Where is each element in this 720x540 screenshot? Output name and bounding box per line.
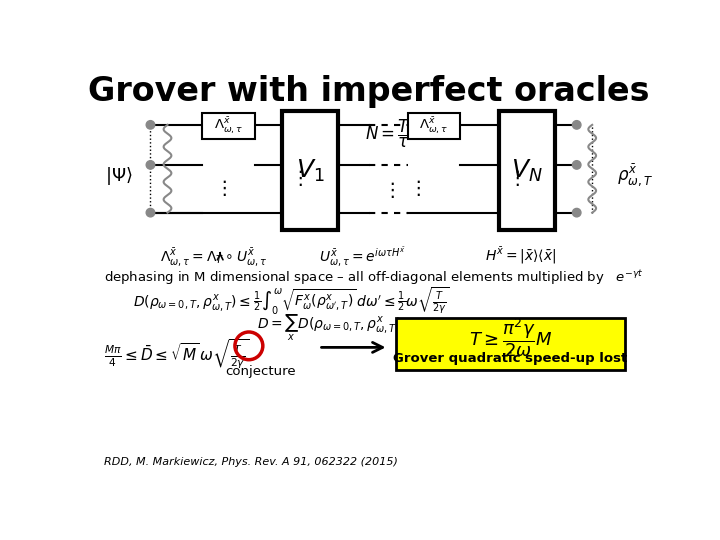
Circle shape — [146, 120, 155, 129]
Circle shape — [146, 208, 155, 217]
Text: $\frac{M\pi}{4} \leq \bar{D} \leq \sqrt{M}\,\omega\sqrt{\frac{T}{2\gamma}}$: $\frac{M\pi}{4} \leq \bar{D} \leq \sqrt{… — [104, 338, 249, 372]
Text: $\Lambda^{\bar{x}}_{\omega,\tau}$: $\Lambda^{\bar{x}}_{\omega,\tau}$ — [214, 116, 243, 136]
Text: $\vdots$: $\vdots$ — [289, 168, 302, 188]
Text: Grover quadratic speed-up lost: Grover quadratic speed-up lost — [393, 353, 628, 366]
Text: $H^{\bar{x}} = |\bar{x}\rangle\langle\bar{x}|$: $H^{\bar{x}} = |\bar{x}\rangle\langle\ba… — [485, 246, 557, 266]
Text: $|\Psi\rangle$: $|\Psi\rangle$ — [105, 165, 132, 187]
Text: $\vdots$: $\vdots$ — [408, 178, 420, 198]
Text: $N = \dfrac{T}{\tau}$: $N = \dfrac{T}{\tau}$ — [365, 118, 411, 150]
Text: $\vdots$: $\vdots$ — [214, 178, 227, 198]
Circle shape — [572, 208, 581, 217]
Text: $V_1$: $V_1$ — [296, 158, 325, 184]
Text: $\Lambda^{\bar{x}}_{\omega,\tau} = \Lambda_T \circ U^{\bar{x}}_{\omega,\tau}$: $\Lambda^{\bar{x}}_{\omega,\tau} = \Lamb… — [160, 246, 267, 268]
Circle shape — [572, 120, 581, 129]
Text: $T \geq \dfrac{\pi^2\gamma}{2\omega}M$: $T \geq \dfrac{\pi^2\gamma}{2\omega}M$ — [469, 316, 552, 360]
Text: $\vdots$: $\vdots$ — [382, 179, 395, 200]
Text: $\Lambda^{\bar{x}}_{\omega,\tau}$: $\Lambda^{\bar{x}}_{\omega,\tau}$ — [420, 116, 449, 136]
Text: dephasing in M dimensional space – all off-diagonal elements multiplied by   $e^: dephasing in M dimensional space – all o… — [104, 268, 644, 287]
Text: $\rho^{\bar{x}}_{\omega,T}$: $\rho^{\bar{x}}_{\omega,T}$ — [617, 164, 653, 190]
Text: $\vdots$: $\vdots$ — [507, 168, 520, 188]
Bar — [499, 111, 555, 231]
Text: RDD, M. Markiewicz, Phys. Rev. A 91, 062322 (2015): RDD, M. Markiewicz, Phys. Rev. A 91, 062… — [104, 457, 398, 467]
Text: conjecture: conjecture — [225, 365, 296, 378]
Bar — [202, 112, 255, 139]
Text: $D = \sum_x D(\rho_{\omega=0,T},\rho^x_{\omega,T})$: $D = \sum_x D(\rho_{\omega=0,T},\rho^x_{… — [256, 313, 401, 343]
Text: $V_N$: $V_N$ — [511, 158, 543, 184]
Bar — [408, 112, 461, 139]
Circle shape — [146, 161, 155, 169]
Text: $D(\rho_{\omega=0,T},\rho^x_{\omega,T}) \leq \frac{1}{2}\int_0^{\omega}\sqrt{F^x: $D(\rho_{\omega=0,T},\rho^x_{\omega,T}) … — [132, 286, 449, 317]
Bar — [396, 318, 625, 370]
Text: Grover with imperfect oracles: Grover with imperfect oracles — [89, 75, 649, 108]
Circle shape — [572, 161, 581, 169]
Bar — [282, 111, 338, 231]
Text: $U^{\bar{x}}_{\omega,\tau} = e^{i\omega\tau H^{\bar{x}}}$: $U^{\bar{x}}_{\omega,\tau} = e^{i\omega\… — [319, 246, 405, 269]
